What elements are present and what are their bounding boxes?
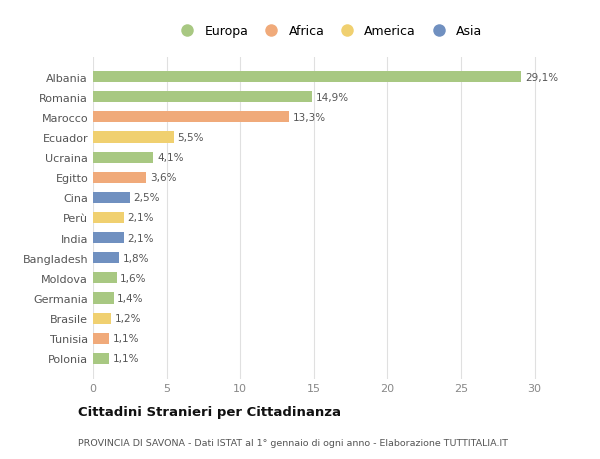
Bar [93, 333, 109, 344]
Text: 3,6%: 3,6% [149, 173, 176, 183]
Text: 1,6%: 1,6% [120, 273, 147, 283]
Bar [93, 72, 521, 83]
Text: 14,9%: 14,9% [316, 93, 349, 102]
Text: 1,1%: 1,1% [113, 334, 139, 343]
Bar [93, 92, 313, 103]
Bar [93, 353, 109, 364]
Text: 2,1%: 2,1% [128, 233, 154, 243]
Text: PROVINCIA DI SAVONA - Dati ISTAT al 1° gennaio di ogni anno - Elaborazione TUTTI: PROVINCIA DI SAVONA - Dati ISTAT al 1° g… [78, 438, 508, 447]
Bar [93, 233, 124, 244]
Text: 1,2%: 1,2% [115, 313, 141, 324]
Bar [93, 313, 110, 324]
Bar [93, 213, 124, 224]
Text: 5,5%: 5,5% [178, 133, 204, 143]
Bar [93, 252, 119, 264]
Bar [93, 172, 146, 184]
Bar [93, 132, 174, 143]
Bar [93, 293, 113, 304]
Text: 29,1%: 29,1% [525, 73, 558, 83]
Text: Cittadini Stranieri per Cittadinanza: Cittadini Stranieri per Cittadinanza [78, 405, 341, 419]
Legend: Europa, Africa, America, Asia: Europa, Africa, America, Asia [175, 25, 482, 38]
Text: 4,1%: 4,1% [157, 153, 184, 163]
Text: 2,5%: 2,5% [133, 193, 160, 203]
Text: 13,3%: 13,3% [292, 112, 326, 123]
Bar [93, 273, 116, 284]
Text: 1,4%: 1,4% [117, 293, 144, 303]
Text: 1,8%: 1,8% [123, 253, 149, 263]
Text: 1,1%: 1,1% [113, 353, 139, 364]
Bar [93, 112, 289, 123]
Bar [93, 192, 130, 203]
Text: 2,1%: 2,1% [128, 213, 154, 223]
Bar [93, 152, 154, 163]
